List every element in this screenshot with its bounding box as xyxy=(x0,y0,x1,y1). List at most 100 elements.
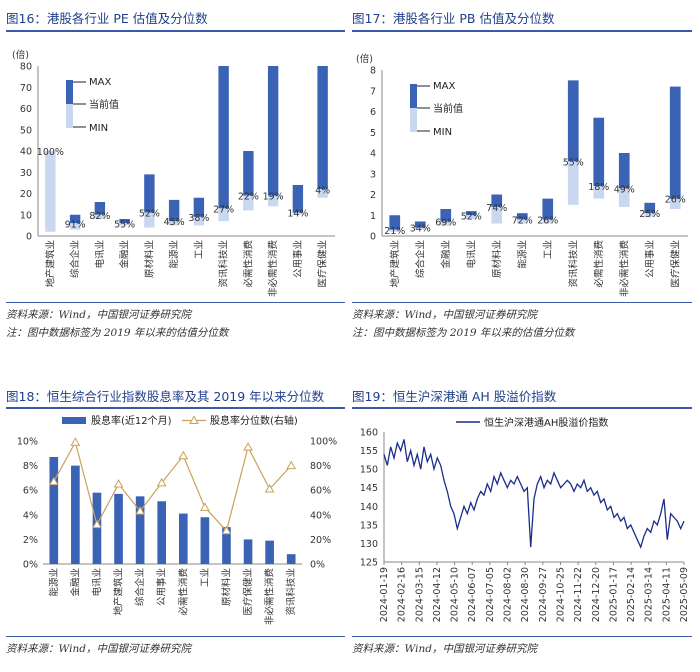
fig16-bar-lower xyxy=(69,223,81,230)
fig18-category-label: 能源业 xyxy=(48,568,60,597)
fig17-data-label: 25% xyxy=(639,209,660,220)
fig16-data-label: 45% xyxy=(164,217,185,228)
fig17-title: 图17：港股各行业 PB 估值及分位数 xyxy=(352,11,555,26)
fig19-chart: 125 130 135 140 145 150 155 160 2024-01-19 2024-0… xyxy=(360,416,690,622)
fig16-data-label: 4% xyxy=(315,185,330,196)
fig16-bar-upper xyxy=(267,66,279,196)
fig17-data-label: 26% xyxy=(665,195,686,206)
fig16-data-label: 52% xyxy=(139,209,160,220)
fig18-source: 资料来源：Wind，中国银河证券研究院 xyxy=(6,643,191,655)
fig18-category-label: 工业 xyxy=(200,568,211,587)
fig18-ytick-right: 40% xyxy=(310,510,331,521)
fig16-category-label: 电讯业 xyxy=(94,240,106,269)
fig17-bar-lower xyxy=(644,213,656,218)
fig17-source: 资料来源：Wind，中国银河证券研究院 xyxy=(352,309,537,321)
fig17-data-label: 55% xyxy=(563,157,584,168)
fig16-bar-lower xyxy=(267,195,279,207)
fig17-data-label: 52% xyxy=(461,211,482,222)
fig17-data-label: 21% xyxy=(384,226,405,237)
fig17-bar-lower xyxy=(567,161,579,205)
fig19-xtick-label: 2025-02-14 xyxy=(626,567,637,622)
fig16-ytick-5: 50 xyxy=(20,125,32,136)
fig18-category-label: 地产建筑业 xyxy=(113,568,125,616)
fig17-category-label: 公用事业 xyxy=(644,240,656,278)
fig18-title-rule xyxy=(6,407,345,409)
fig18-bar xyxy=(243,539,253,564)
fig17-bar-upper xyxy=(465,211,477,216)
fig17-bar-upper xyxy=(389,215,401,230)
fig16-bar-upper xyxy=(218,66,229,209)
fig18-percentile-marker xyxy=(221,525,232,535)
fig16-note: 注：图中数据标签为 2019 年以来的估值分位数 xyxy=(6,327,229,339)
fig18-percentile-line xyxy=(53,440,292,533)
fig18-ytick-left: 8% xyxy=(23,461,38,472)
fig17-bar-upper xyxy=(491,194,503,207)
fig17-category-label: 综合企业 xyxy=(414,240,426,278)
fig18-percentile-marker xyxy=(243,442,253,451)
fig17-ytick-2: 2 xyxy=(370,190,376,201)
fig17-bar-upper xyxy=(669,86,681,199)
fig17-bar-lower xyxy=(440,221,452,226)
fig18-category-label: 资讯科技业 xyxy=(285,568,297,616)
fig16-data-label: 82% xyxy=(89,211,110,222)
fig17-bar-lower xyxy=(542,219,554,224)
fig18-percentile-marker xyxy=(92,519,102,529)
fig17-bar-upper xyxy=(542,198,554,220)
fig19-ytick: 160 xyxy=(360,428,378,439)
fig17-bar-lower xyxy=(618,188,630,207)
fig17-category-label: 工业 xyxy=(543,240,554,259)
fig18-bar xyxy=(157,501,167,564)
fig18-bar xyxy=(49,456,59,564)
fig18-title: 图18：恒生综合行业指数股息率及其 2019 年以来分位数 xyxy=(6,389,325,404)
fig16-data-label: 100% xyxy=(37,147,64,158)
fig19-legend-label: 恒生沪深港通AH股溢价指数 xyxy=(484,416,608,429)
fig16-unit-label: (倍) xyxy=(12,49,29,61)
fig16-bar-upper xyxy=(144,174,155,213)
fig17-ytick-3: 3 xyxy=(370,169,376,180)
fig19-xtick-label: 2024-02-16 xyxy=(397,567,408,622)
fig17-bar-lower xyxy=(465,215,477,220)
fig19-title-rule xyxy=(352,407,692,409)
fig16-legend-max-swatch xyxy=(66,80,73,104)
fig19-xtick-label: 2024-07-05 xyxy=(485,567,496,622)
fig16-ytick-4: 40 xyxy=(20,147,32,158)
fig18-bottom-rule xyxy=(6,636,345,637)
fig16-bar-lower xyxy=(317,189,328,198)
fig18-ytick-left: 4% xyxy=(23,510,38,521)
fig16-data-label: 14% xyxy=(287,209,308,220)
fig18-percentile-marker xyxy=(286,460,297,470)
fig17-bar-lower xyxy=(516,219,528,224)
fig19-xtick-label: 2024-08-02 xyxy=(503,567,514,622)
fig17-category-label: 原材料业 xyxy=(491,240,503,278)
fig16-legend-max: MAX xyxy=(89,77,111,88)
fig19-xtick-label: 2025-05-09 xyxy=(679,567,690,622)
fig16-ytick-7: 70 xyxy=(20,83,32,94)
fig18-ytick-right: 0% xyxy=(310,560,325,571)
fig18-chart: 0% 2% 4% 6% 8% 10% 0% 20% 40% 60% 80% 100% 能源业 金融业 电讯业… xyxy=(17,414,337,625)
fig17-legend-max: MAX xyxy=(433,81,455,92)
fig16-bar-upper xyxy=(243,151,254,196)
fig19-xtick-label: 2024-01-19 xyxy=(379,567,390,622)
fig19-bottom-rule xyxy=(352,636,692,637)
fig18-bar xyxy=(200,517,210,564)
fig17-ytick-1: 1 xyxy=(370,211,376,222)
fig16-ytick-6: 60 xyxy=(20,104,32,115)
fig16-ytick-2: 20 xyxy=(20,189,32,200)
fig16-bar-upper xyxy=(193,197,205,217)
fig16-chart: (倍) 0 10 20 30 40 50 60 70 80 100% 地产建筑业 91% 综合企业 82% 电… xyxy=(12,49,335,297)
fig17-ytick-4: 4 xyxy=(370,149,376,160)
fig19-xtick-label: 2025-04-11 xyxy=(661,567,672,622)
fig16-bar-lower xyxy=(292,212,304,215)
fig18-category-label: 电讯业 xyxy=(91,568,103,597)
fig19-xtick-label: 2024-05-10 xyxy=(450,567,461,622)
fig17-category-label: 资讯科技业 xyxy=(567,240,579,288)
fig16-ytick-0: 0 xyxy=(26,232,32,243)
fig19-xtick-label: 2024-06-07 xyxy=(467,567,478,622)
fig17-category-label: 地产建筑业 xyxy=(389,240,401,288)
fig18-category-label: 原材料业 xyxy=(220,568,232,606)
fig17-bar-upper xyxy=(593,117,605,187)
fig16-data-label: 19% xyxy=(263,192,284,203)
fig17-bar-upper xyxy=(567,80,579,162)
fig16-category-label: 工业 xyxy=(194,240,205,259)
fig18-percentile-marker xyxy=(48,476,59,486)
